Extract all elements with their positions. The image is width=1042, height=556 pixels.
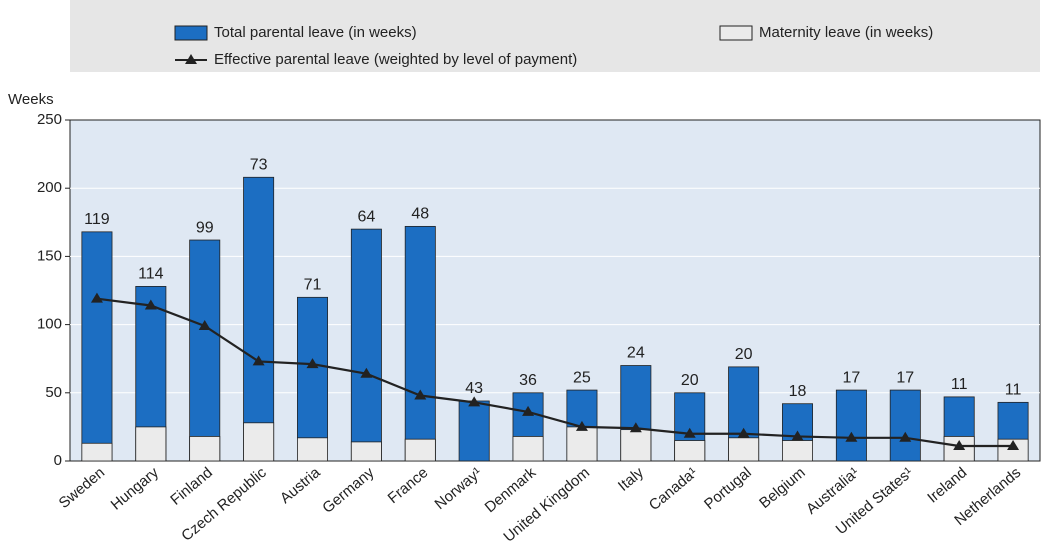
line-marker xyxy=(737,427,750,438)
x-tick-label: Belgium xyxy=(756,464,808,512)
line-marker xyxy=(198,319,211,330)
bar xyxy=(350,441,382,462)
line-marker xyxy=(468,396,481,407)
y-tick-label: 200 xyxy=(37,179,62,196)
data-label: 20 xyxy=(681,372,699,389)
data-label: 24 xyxy=(627,345,645,362)
bar xyxy=(889,389,921,462)
line-marker xyxy=(791,430,804,441)
data-label: 17 xyxy=(896,369,914,386)
y-tick-label: 250 xyxy=(37,111,62,128)
legend-swatch xyxy=(719,25,753,41)
legend-entry: Maternity leave (in weeks) xyxy=(759,24,933,41)
line-marker xyxy=(899,431,912,442)
bar xyxy=(297,437,328,462)
line xyxy=(96,297,1014,448)
bar xyxy=(404,225,436,462)
y-tick-label: 50 xyxy=(45,384,62,401)
bar xyxy=(189,239,221,462)
bar xyxy=(728,437,760,462)
y-tick-label: 100 xyxy=(37,316,62,333)
line-marker xyxy=(360,367,373,378)
line-marker xyxy=(953,439,966,450)
bar xyxy=(404,438,436,462)
line-marker xyxy=(414,389,427,400)
line-marker xyxy=(683,427,696,438)
bar xyxy=(81,442,113,462)
line-marker xyxy=(252,355,265,366)
line-marker xyxy=(1007,439,1020,450)
bar xyxy=(243,176,275,462)
legend-swatch xyxy=(185,54,197,64)
bar xyxy=(566,426,598,462)
x-tick-label: Germany xyxy=(319,464,378,517)
x-tick-label: Ireland xyxy=(924,464,970,507)
data-label: 25 xyxy=(573,369,591,386)
data-label: 99 xyxy=(196,219,214,236)
legend-entry: Total parental leave (in weeks) xyxy=(214,24,417,41)
bar xyxy=(835,389,867,462)
data-label: 36 xyxy=(519,372,537,389)
x-tick-label: Canada¹ xyxy=(646,464,701,514)
bar xyxy=(81,231,113,462)
bar xyxy=(350,228,382,462)
data-label: 71 xyxy=(304,277,322,294)
bar xyxy=(782,440,813,462)
bar xyxy=(458,400,490,462)
x-tick-label: Austria xyxy=(277,464,324,507)
line-marker xyxy=(575,420,588,431)
bar xyxy=(620,429,652,462)
data-label: 73 xyxy=(250,157,268,174)
line-marker xyxy=(522,405,535,416)
y-tick-label: 0 xyxy=(54,452,62,469)
data-label: 64 xyxy=(357,208,375,225)
bar xyxy=(512,436,544,462)
x-tick-label: Portugal xyxy=(701,464,755,513)
bar xyxy=(674,440,706,462)
line-marker xyxy=(629,422,642,433)
bar xyxy=(135,426,167,462)
data-label: 48 xyxy=(411,206,429,223)
data-label: 17 xyxy=(842,369,860,386)
y-axis-label: Weeks xyxy=(8,91,54,108)
legend-entry: Effective parental leave (weighted by le… xyxy=(214,51,577,68)
line-marker xyxy=(306,358,319,369)
legend-swatch xyxy=(174,25,208,41)
y-tick-label: 150 xyxy=(37,247,62,264)
line-marker xyxy=(90,292,103,303)
data-label: 20 xyxy=(735,346,753,363)
bar xyxy=(297,296,328,462)
data-label: 11 xyxy=(1005,382,1022,399)
bar xyxy=(243,422,275,462)
line-marker xyxy=(144,299,157,310)
plot-background xyxy=(69,119,1041,462)
line-marker xyxy=(845,431,858,442)
x-tick-label: Italy xyxy=(615,464,647,495)
x-tick-label: Norway¹ xyxy=(432,464,486,513)
data-label: 43 xyxy=(465,380,483,397)
data-label: 114 xyxy=(138,266,164,283)
x-tick-label: Sweden xyxy=(56,464,108,512)
bar xyxy=(997,438,1029,462)
data-label: 18 xyxy=(789,383,807,400)
bar xyxy=(189,436,221,462)
legend-background xyxy=(70,0,1040,72)
data-label: 119 xyxy=(84,211,110,228)
x-tick-label: Hungary xyxy=(108,464,163,514)
data-label: 11 xyxy=(951,376,968,393)
x-tick-label: Finland xyxy=(167,464,216,509)
x-tick-label: France xyxy=(385,464,432,507)
